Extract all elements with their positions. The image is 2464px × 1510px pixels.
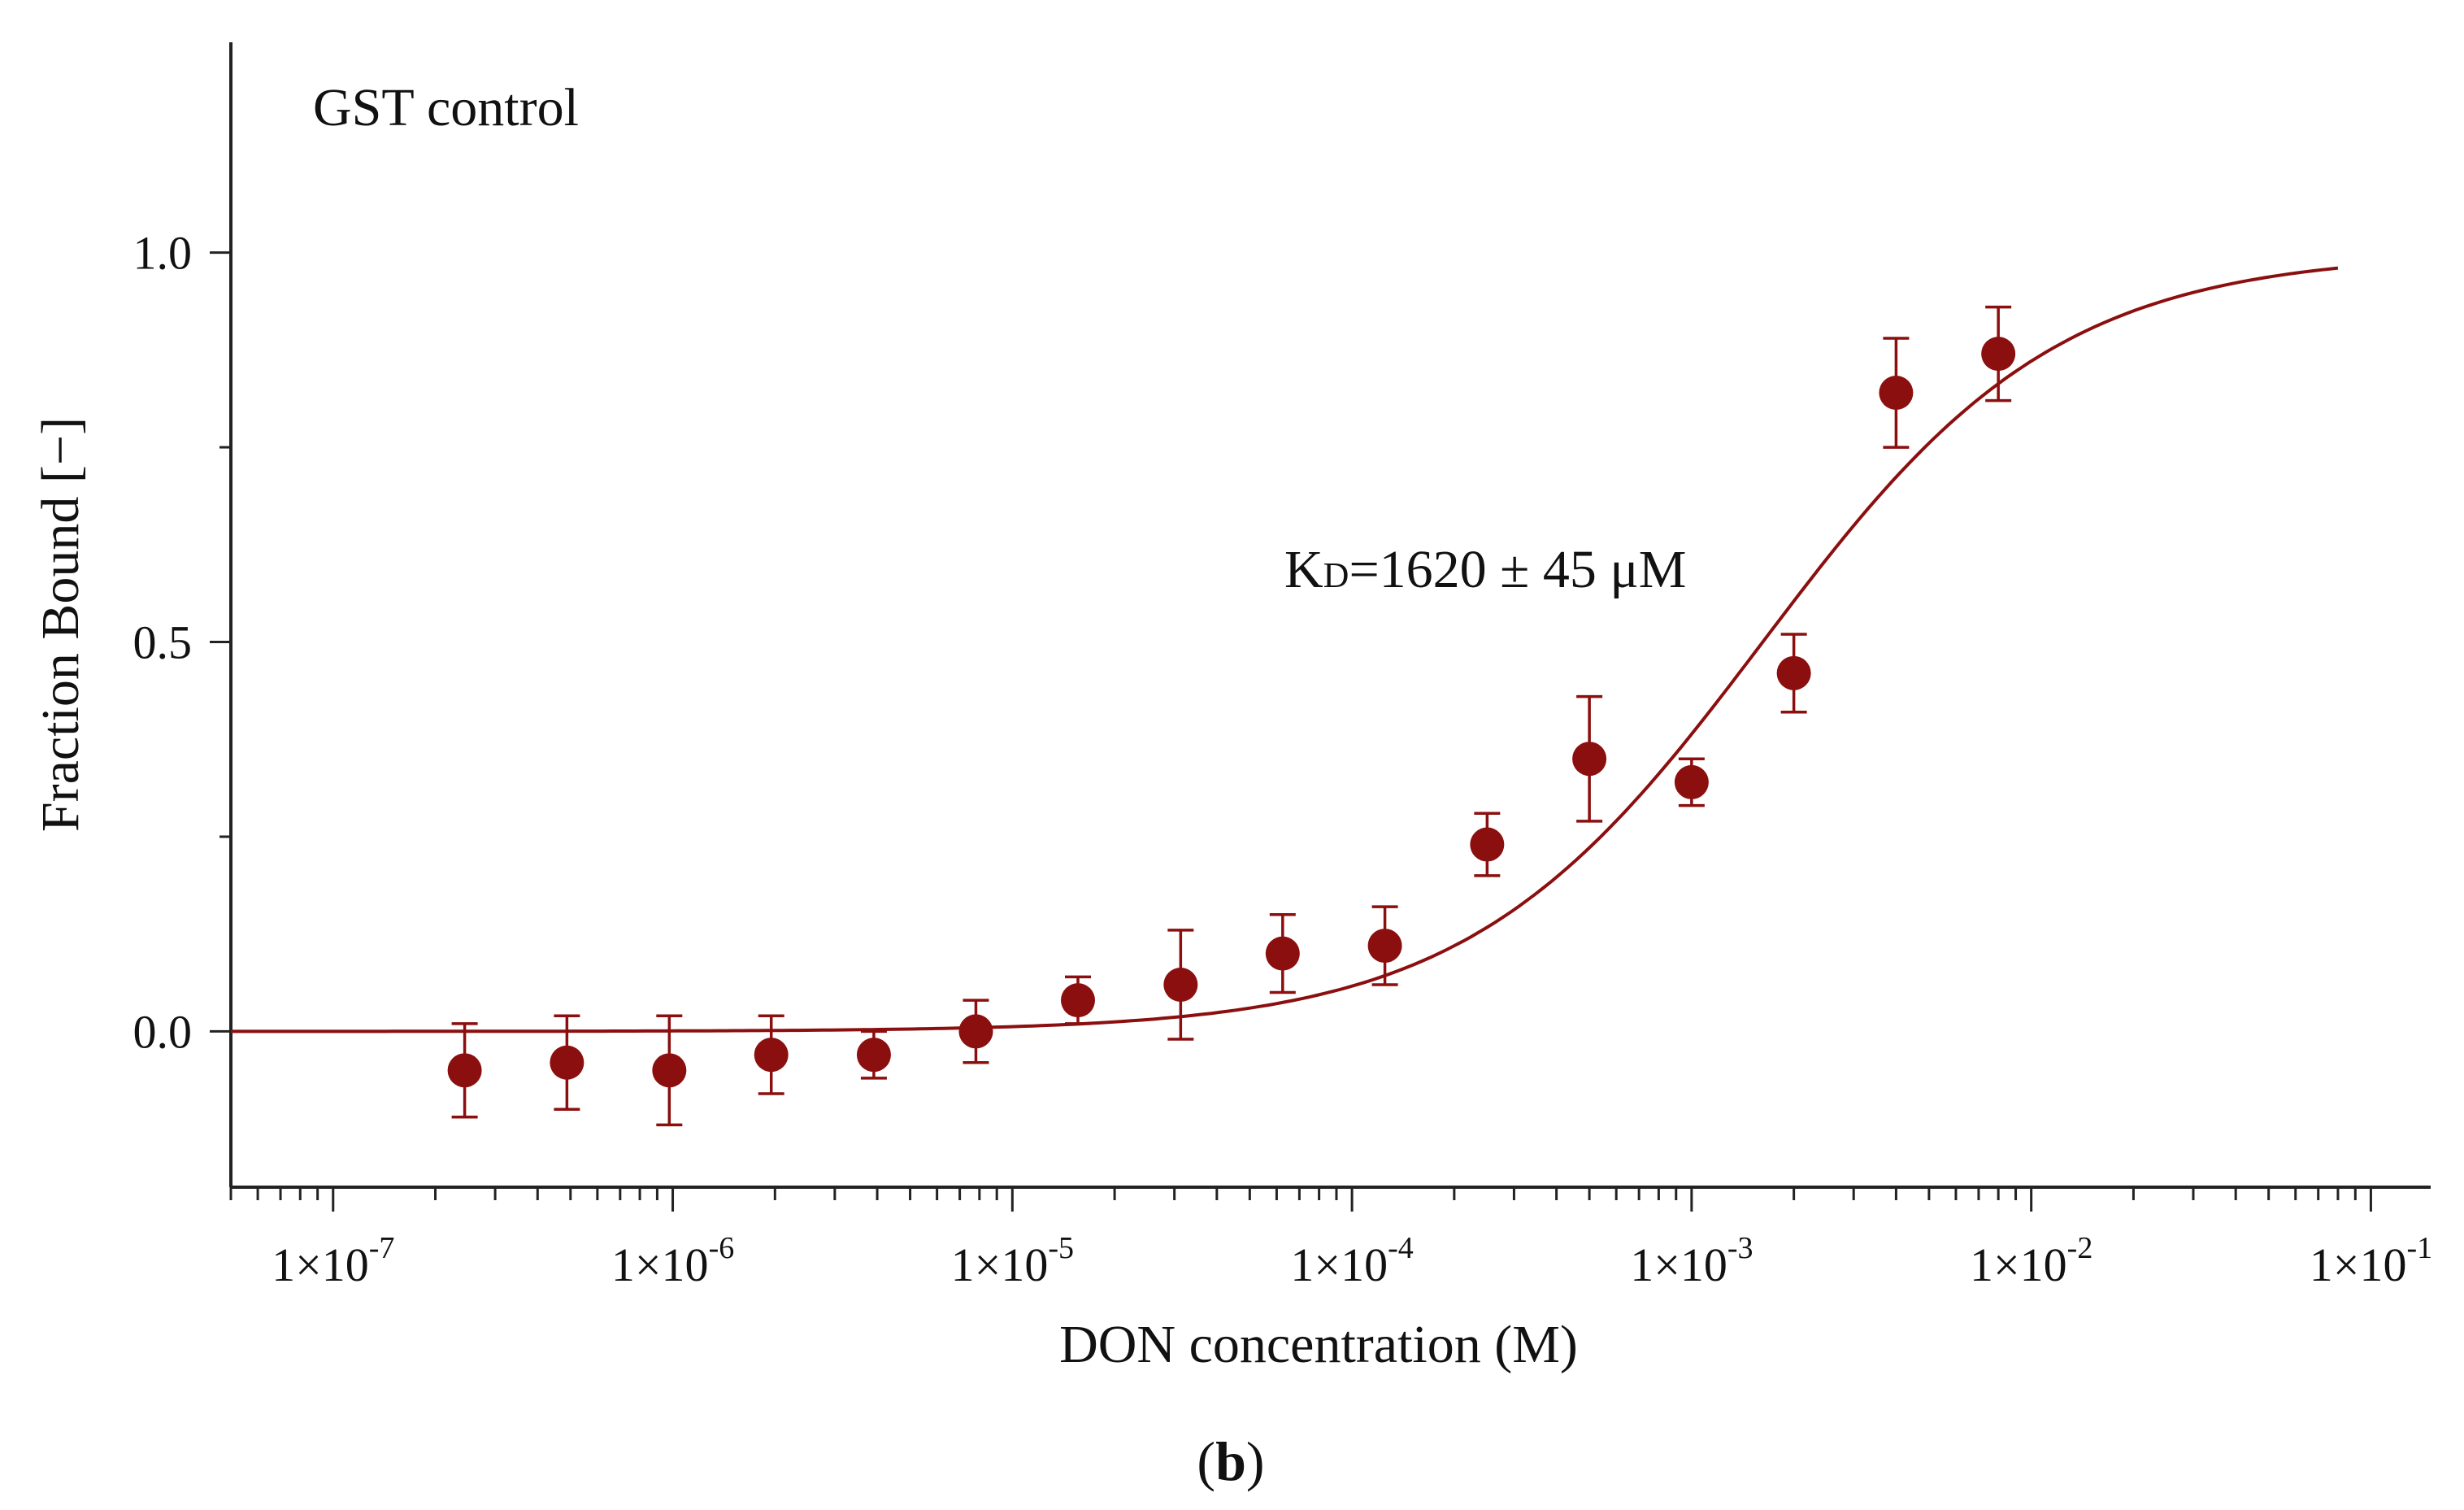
data-point-group xyxy=(447,1022,482,1119)
x-tick-label: 1×10-3 xyxy=(1630,1231,1753,1291)
data-points xyxy=(447,305,2016,1127)
data-point-group xyxy=(550,1014,584,1111)
kd-annotation-k: K xyxy=(1284,540,1323,599)
x-tick-label-base: 1×10 xyxy=(951,1238,1049,1291)
x-tick-label: 1×10-7 xyxy=(272,1231,394,1291)
x-tick-label-base: 1×10 xyxy=(1630,1238,1727,1291)
panel-label-close-paren: ) xyxy=(1246,1430,1265,1492)
data-point xyxy=(447,1053,482,1088)
data-point xyxy=(856,1038,891,1073)
data-point xyxy=(1061,983,1096,1018)
x-tick-label: 1×10-6 xyxy=(611,1231,734,1291)
panel-label: (b) xyxy=(1197,1430,1264,1492)
data-point xyxy=(1265,936,1300,971)
x-axis-ticks: 1×10-7 1×10-6 1×10-5 1×10-4 1×10-3 1×10-2 1×10… xyxy=(229,1187,2432,1291)
x-tick-label-base: 1×10 xyxy=(2310,1238,2407,1291)
data-point-group xyxy=(1674,757,1709,807)
data-point xyxy=(1776,655,1811,690)
data-point-group xyxy=(1981,305,2016,403)
data-point xyxy=(1163,967,1198,1002)
x-axis-title: DON concentration (M) xyxy=(1059,1315,1578,1374)
x-tick-label-base: 1×10 xyxy=(1970,1238,2067,1291)
chart-title: GST control xyxy=(313,78,579,137)
data-point xyxy=(754,1038,789,1073)
data-point-group xyxy=(1061,975,1096,1025)
data-point-group xyxy=(652,1014,687,1127)
x-tick-label-exponent: -4 xyxy=(1388,1231,1414,1265)
fit-curve xyxy=(231,266,2339,1034)
data-point xyxy=(1674,764,1709,799)
data-point xyxy=(1470,827,1505,862)
data-point xyxy=(550,1045,584,1080)
data-point-group xyxy=(1572,694,1607,823)
data-point xyxy=(1879,376,1914,411)
x-tick-label: 1×10-4 xyxy=(1290,1231,1413,1291)
y-axis-title: Fraction Bound [−] xyxy=(31,417,90,832)
x-tick-label-base: 1×10 xyxy=(272,1238,369,1291)
data-point-group xyxy=(1776,633,1811,714)
x-tick-label-exponent: -6 xyxy=(709,1231,735,1265)
y-axis-ticks: 0.0 0.5 1.0 xyxy=(133,227,231,1058)
data-point xyxy=(652,1053,687,1088)
x-tick-label-base: 1×10 xyxy=(611,1238,709,1291)
x-tick-label-exponent: -1 xyxy=(2406,1231,2432,1265)
y-tick-label: 0.0 xyxy=(133,1005,193,1058)
data-point xyxy=(1367,929,1402,964)
data-point xyxy=(958,1014,993,1049)
x-tick-label: 1×10-2 xyxy=(1970,1231,2092,1291)
data-point-group xyxy=(1163,929,1198,1041)
data-point-group xyxy=(856,1029,891,1080)
kd-annotation-subscript: D xyxy=(1323,555,1349,595)
data-point-group xyxy=(1470,812,1505,877)
kd-annotation-value: =1620 ± 45 μM xyxy=(1349,540,1686,599)
data-point-group xyxy=(958,999,993,1064)
panel-label-letter: b xyxy=(1215,1430,1246,1492)
data-point xyxy=(1981,337,2016,372)
kd-annotation: KD=1620 ± 45 μM xyxy=(1284,540,1686,599)
x-tick-label-exponent: -3 xyxy=(1727,1231,1753,1265)
x-tick-label-exponent: -5 xyxy=(1048,1231,1074,1265)
x-tick-label-base: 1×10 xyxy=(1290,1238,1388,1291)
data-point-group xyxy=(754,1014,789,1095)
y-tick-label: 1.0 xyxy=(133,227,193,280)
data-point xyxy=(1572,742,1607,777)
x-tick-label: 1×10-1 xyxy=(2310,1231,2432,1291)
y-tick-label: 0.5 xyxy=(133,616,193,669)
data-point-group xyxy=(1879,337,1914,449)
data-point-group xyxy=(1367,905,1402,986)
x-tick-label-exponent: -2 xyxy=(2067,1231,2093,1265)
panel-label-open-paren: ( xyxy=(1197,1430,1215,1492)
data-point-group xyxy=(1265,913,1300,994)
x-tick-label: 1×10-5 xyxy=(951,1231,1074,1291)
x-tick-label-exponent: -7 xyxy=(369,1231,395,1265)
